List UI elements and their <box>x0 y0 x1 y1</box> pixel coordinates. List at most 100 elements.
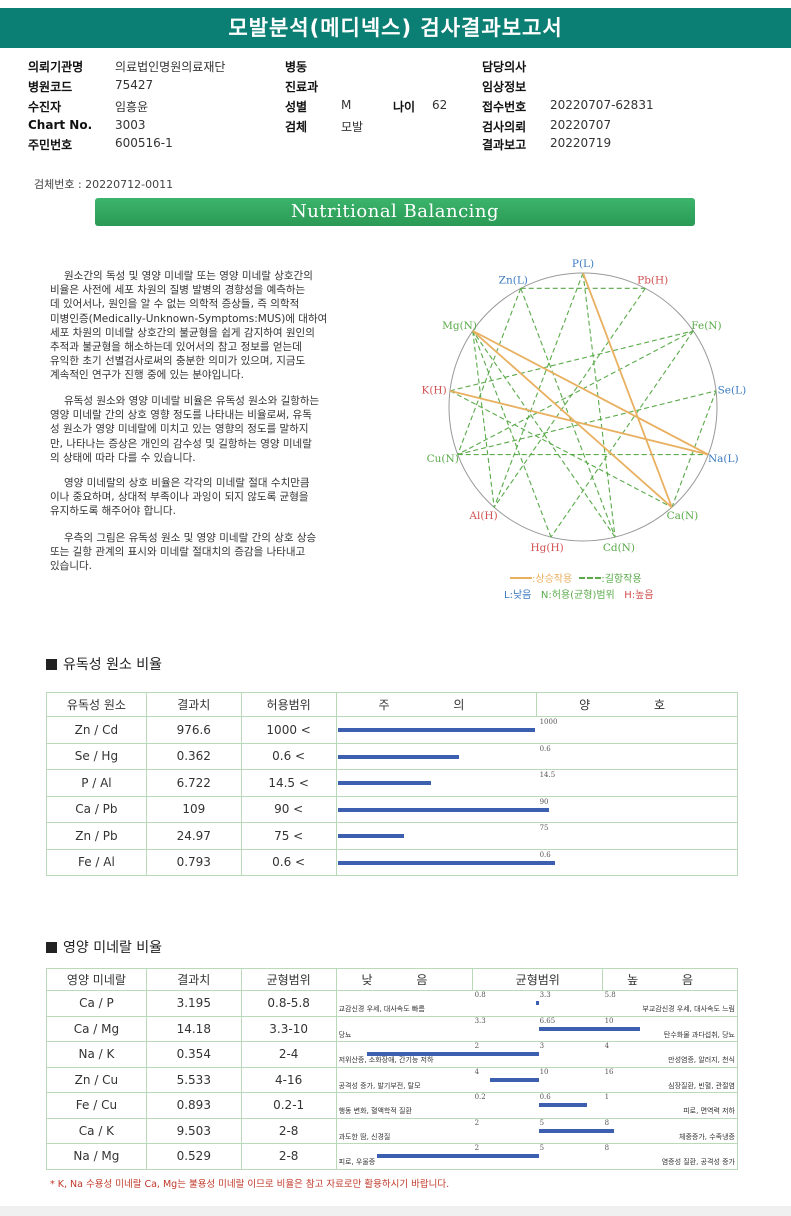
ratio-range: 0.8-5.8 <box>240 990 337 1017</box>
resident-value: 600516-1 <box>115 136 173 150</box>
ratio-bar <box>490 1077 539 1082</box>
table-row: Na / K 0.354 2-4 저위산증, 소화장애, 간기능 저하 만성염증, 알러… <box>46 1041 739 1068</box>
wheel-node-label: Zn(L) <box>499 274 528 286</box>
range-tick: 3.3 <box>474 1016 486 1025</box>
specimen-label: 검체 <box>285 120 308 134</box>
low-symptom: 저위산증, 소화장애, 간기능 저하 <box>338 1056 434 1064</box>
toxic-header-caution: 주 의 <box>335 692 538 717</box>
ratio-name: Zn / Cd <box>46 716 147 744</box>
ratio-range: 1000 < <box>240 716 337 744</box>
ratio-result: 3.195 <box>145 990 242 1017</box>
threshold-tick: 75 <box>539 824 549 832</box>
antagonism-line <box>449 390 673 508</box>
ratio-name: Ca / Pb <box>46 795 147 823</box>
nutritional-balancing-banner: Nutritional Balancing <box>95 198 695 226</box>
threshold-tick: 14.5 <box>539 771 556 779</box>
high-symptom: 체중증가, 수족냉증 <box>679 1132 735 1141</box>
description-paragraph-4: 우측의 그림은 유독성 원소 및 영양 미네랄 간의 상호 상승 또는 길항 관… <box>50 531 380 574</box>
low-symptom: 과도한 땀, 신경질 <box>338 1132 391 1141</box>
ward-label: 병동 <box>285 60 308 74</box>
range-tick: 2 <box>474 1042 480 1050</box>
description-line: 성 원소가 영양 미네랄에 미치고 있는 영향의 정도를 말하지 <box>50 423 309 436</box>
description-line: 유지하도록 해주어야 합니다. <box>50 505 176 518</box>
toxic-header-range: 허용범위 <box>240 692 337 717</box>
table-row: P / Al 6.722 14.5 < 14.5 <box>46 769 739 797</box>
nutri-section-title: 영양 미네랄 비율 <box>46 937 162 957</box>
synergy-line-swatch <box>510 577 532 579</box>
description-line: 의 상태에 따라 다를 수 있습니다. <box>50 451 196 464</box>
table-row: Fe / Al 0.793 0.6 < 0.6 <box>46 848 739 876</box>
dept-label: 진료과 <box>285 80 319 94</box>
ratio-range: 75 < <box>240 822 337 850</box>
range-tick: 8 <box>604 1144 610 1152</box>
nutri-ratio-table: 영양 미네랄 결과치 균형범위 낮 음 균형범위 높 음 Ca / P 3.195… <box>46 968 739 1170</box>
description-line: 있습니다. <box>50 560 92 573</box>
description-line: 미병인증(Medically-Unknown-Symptoms:MUS)에 대하… <box>50 312 328 325</box>
range-tick: 0.6 <box>539 1093 551 1101</box>
clinical-label: 임상정보 <box>482 80 527 94</box>
range-tick: 2 <box>474 1144 480 1152</box>
antagonism-line <box>457 330 694 456</box>
description-line: 데 있어서나, 원인을 알 수 없는 의학적 증상들, 즉 의학적 <box>50 298 300 311</box>
ratio-bar-cell: 당뇨 탄수화물 과다섭취, 당뇨 3.3 6.65 10 <box>335 1015 739 1042</box>
page-bottom-strip <box>0 1206 791 1216</box>
ratio-bar-cell: 1000 <box>335 716 739 744</box>
nutri-header-high: 높 음 <box>602 968 738 991</box>
antagonism-line <box>550 330 694 538</box>
wheel-node-label: Se(L) <box>718 385 747 397</box>
specimen-serial: 검체번호 : 20220712-0011 <box>34 178 174 191</box>
table-row: Se / Hg 0.362 0.6 < 0.6 <box>46 742 739 770</box>
report-label: 결과보고 <box>482 138 527 152</box>
nutri-header-result: 결과치 <box>145 968 242 991</box>
footnote: * K, Na 수용성 미네랄 Ca, Mg는 불용성 미네랄 이므로 비율은 … <box>50 1179 450 1190</box>
square-bullet-icon <box>46 659 57 670</box>
antagonism-line <box>493 288 646 508</box>
nutri-header-range: 균형범위 <box>240 968 337 991</box>
wheel-node-label: Cu(N) <box>427 453 459 465</box>
wheel-node-label: Pb(H) <box>637 274 668 286</box>
sex-value: M <box>341 98 352 112</box>
range-tick: 0.2 <box>474 1093 486 1101</box>
ratio-bar-cell: 14.5 <box>335 769 739 797</box>
ratio-bar <box>337 754 460 759</box>
low-symptom: 공격성 증가, 발기부전, 탈모 <box>338 1081 421 1090</box>
sex-label: 성별 <box>285 100 308 114</box>
antagonism-line <box>457 390 717 456</box>
wheel-node-label: Mg(N) <box>442 320 477 332</box>
ratio-range: 2-8 <box>240 1117 337 1144</box>
ratio-bar-cell: 90 <box>335 795 739 823</box>
antagonism-line <box>472 330 552 538</box>
report-title: 모발분석(메디넥스) 검사결과보고서 <box>0 8 791 48</box>
ratio-result: 0.362 <box>145 742 242 770</box>
ratio-range: 2-4 <box>240 1041 337 1068</box>
threshold-tick: 1000 <box>539 718 558 726</box>
ratio-name: P / Al <box>46 769 147 797</box>
ratio-result: 9.503 <box>145 1117 242 1144</box>
range-tick: 5.8 <box>604 991 616 999</box>
ratio-name: Na / K <box>46 1041 147 1068</box>
low-symptom: 당뇨 <box>338 1030 352 1039</box>
low-symptom: 행동 변화, 혈액학적 질환 <box>338 1107 412 1115</box>
description-paragraph-2: 유독성 원소와 영양 미네랄 비율은 유독성 원소와 길항하는 영양 미네랄 간… <box>50 394 380 465</box>
synergy-line <box>472 330 709 456</box>
antagonism-line-swatch <box>579 577 602 579</box>
synergy-line <box>472 330 673 508</box>
ratio-range: 0.2-1 <box>240 1092 337 1119</box>
specimen-value: 모발 <box>341 120 364 134</box>
high-symptom: 만성염증, 알러지, 천식 <box>668 1056 735 1064</box>
ratio-bar <box>538 1026 640 1031</box>
request-value: 20220707 <box>550 118 612 132</box>
description-line: 계속적인 연구가 진행 중에 있는 분야입니다. <box>50 369 244 382</box>
ratio-bar-cell: 공격성 증가, 발기부전, 탈모 심장질환, 빈혈, 관절염 4 10 16 <box>335 1066 739 1093</box>
ratio-bar-cell: 교감신경 우세, 대사속도 빠름 부교감신경 우세, 대사속도 느림 0.8 3.3 5… <box>335 990 739 1017</box>
ratio-bar <box>538 1103 587 1107</box>
ratio-range: 3.3-10 <box>240 1015 337 1042</box>
range-tick: 3.3 <box>539 991 551 999</box>
ratio-name: Ca / P <box>46 990 147 1017</box>
wheel-node-label: Al(H) <box>468 510 497 522</box>
antagonism-line <box>520 288 616 538</box>
range-tick: 0.8 <box>474 991 486 999</box>
range-tick: 3 <box>539 1042 545 1050</box>
ratio-name: Fe / Al <box>46 848 147 876</box>
range-tick: 2 <box>474 1118 480 1127</box>
